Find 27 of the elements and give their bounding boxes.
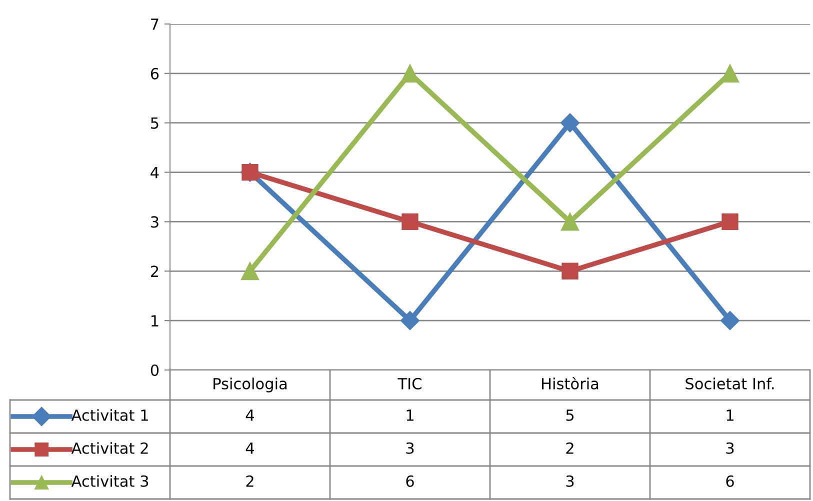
data-label: 3: [406, 442, 414, 454]
y-tick-label: 6: [150, 68, 159, 80]
y-tick-label: 0: [150, 364, 159, 376]
x-tick-label: Psicologia: [214, 378, 287, 392]
y-tick-label: 1: [152, 315, 158, 326]
x-tick-label: TIC: [398, 378, 422, 390]
data-label: 6: [406, 475, 414, 487]
legend-label: Activitat 1: [71, 409, 148, 421]
data-label: 1: [726, 410, 734, 421]
data-label: 3: [566, 475, 574, 487]
legend-label: Activitat 3: [71, 475, 148, 487]
legend-label: Activitat 2: [71, 442, 148, 454]
y-tick-label: 3: [151, 216, 158, 228]
y-tick-label: 4: [150, 166, 159, 178]
data-label: 1: [406, 410, 414, 421]
data-label: 3: [726, 442, 734, 454]
y-tick-label: 5: [151, 118, 158, 129]
data-label: 2: [246, 475, 254, 487]
x-tick-label: Societat Inf.: [686, 378, 774, 390]
data-label: 6: [726, 475, 734, 487]
data-label: 2: [566, 442, 574, 454]
y-tick-label: 2: [150, 266, 158, 277]
x-tick-label: Història: [542, 376, 598, 390]
data-label: 4: [246, 410, 254, 421]
data-label: 5: [566, 410, 574, 421]
data-label: 4: [246, 442, 254, 454]
y-tick-label: 7: [151, 18, 158, 30]
